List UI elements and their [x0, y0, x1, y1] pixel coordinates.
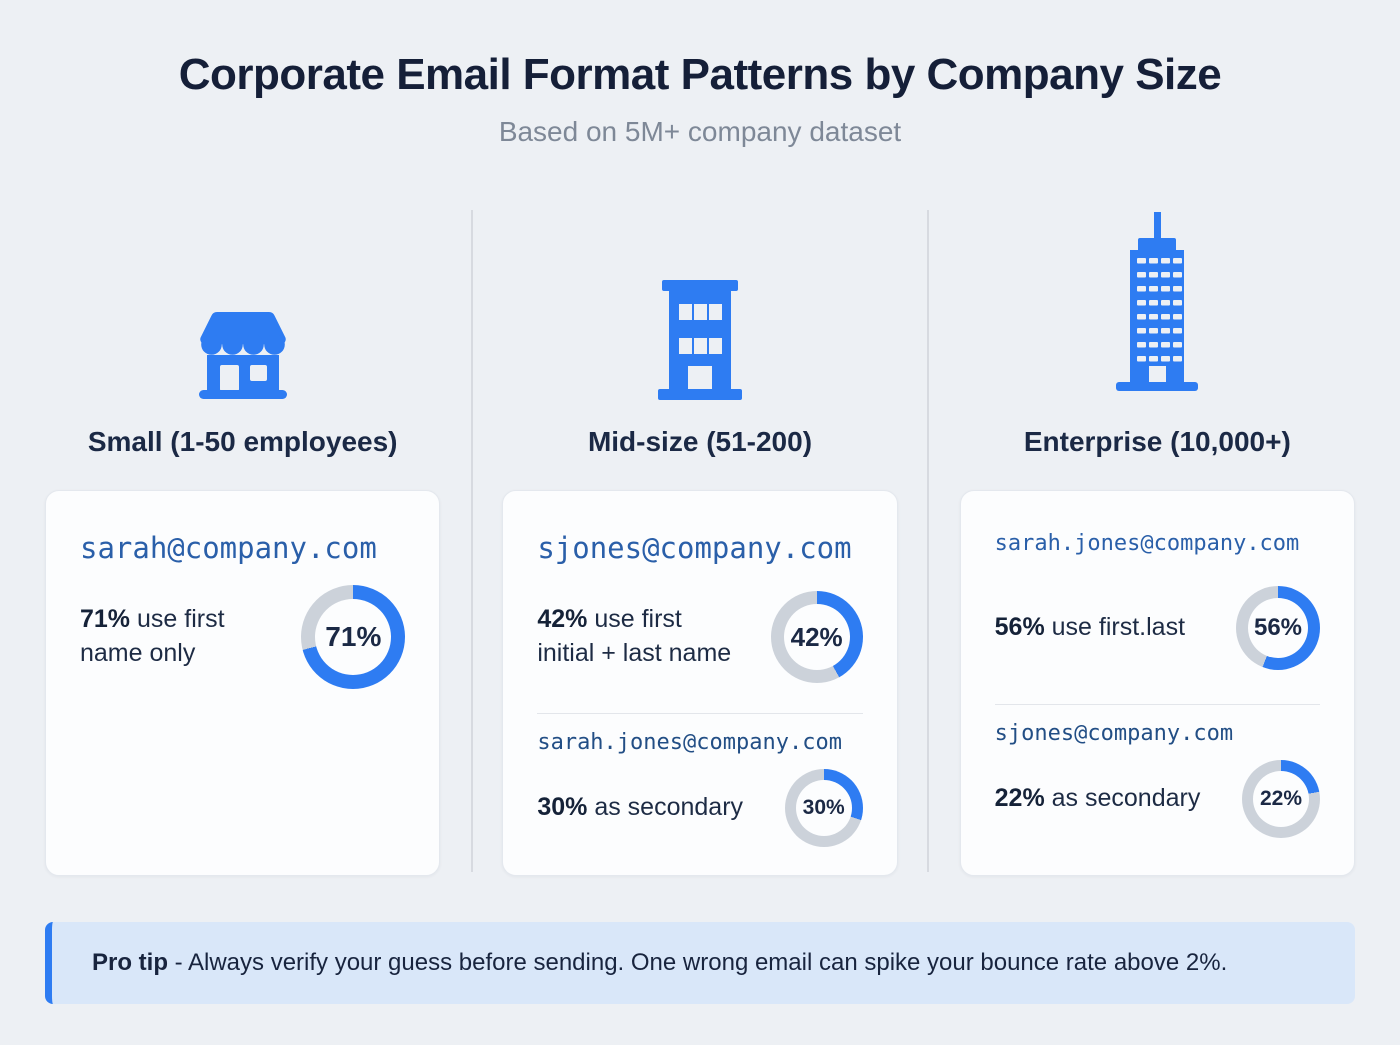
- donut-percent-label: 42%: [790, 621, 843, 652]
- primary-stat-text: 71% use first name only: [80, 605, 225, 667]
- donut-percent-label: 56%: [1253, 614, 1303, 641]
- pro-tip-banner: Pro tip - Always verify your guess befor…: [45, 922, 1355, 1004]
- page-subtitle: Based on 5M+ company dataset: [498, 116, 902, 147]
- column-heading: Small (1-50 employees): [87, 426, 398, 457]
- secondary-email: sarah.jones@company.com: [537, 730, 842, 755]
- donut-percent-label: 71%: [325, 621, 382, 652]
- header: Corporate Email Format Patterns by Compa…: [0, 0, 1400, 148]
- secondary-email: sjones@company.com: [994, 721, 1234, 746]
- primary-email: sarah@company.com: [80, 531, 377, 565]
- size-columns: Small (1-50 employees) sarah@company.com…: [45, 208, 1355, 876]
- primary-email: sjones@company.com: [537, 531, 852, 565]
- donut-percent-label: 22%: [1259, 787, 1303, 810]
- column-mid-size: Mid-size (51-200) sjones@company.com 42%…: [502, 208, 898, 876]
- email-format-card-mid-size: sjones@company.com 42% use first initial…: [502, 490, 898, 876]
- column-divider: [471, 210, 473, 872]
- primary-donut-chart: 56%: [1236, 586, 1320, 670]
- primary-stat-text: 42% use first initial + last name: [537, 605, 732, 667]
- column-enterprise: Enterprise (10,000+) sarah.jones@company…: [959, 208, 1355, 876]
- card-divider: [537, 713, 863, 714]
- primary-stat-text: 56% use first.last: [994, 613, 1186, 642]
- column-divider: [927, 210, 929, 872]
- secondary-stat-row: 30% as secondary 30%: [537, 769, 863, 847]
- secondary-donut-chart: 30%: [784, 769, 863, 847]
- column-heading: Mid-size (51-200): [587, 426, 813, 457]
- primary-stat-row: 56% use first.last 56%: [995, 572, 1320, 684]
- email-format-card-enterprise: sarah.jones@company.com 56% use first.la…: [959, 490, 1355, 876]
- page-title: Corporate Email Format Patterns by Compa…: [178, 50, 1222, 99]
- primary-stat-row: 42% use first initial + last name 42%: [537, 581, 863, 693]
- pro-tip-text: - Always verify your guess before sendin…: [168, 949, 1228, 976]
- secondary-donut-chart: 22%: [1242, 760, 1320, 838]
- column-heading: Enterprise (10,000+): [1023, 426, 1291, 457]
- store-icon: [45, 208, 440, 400]
- email-format-card-small: sarah@company.com 71% use first name onl…: [45, 490, 441, 876]
- card-divider: [994, 704, 1320, 705]
- skyscraper-icon: [960, 208, 1355, 400]
- pro-tip-label: Pro tip: [92, 949, 168, 976]
- office-building-icon: [502, 208, 897, 400]
- primary-stat-row: 71% use first name only 71%: [80, 581, 406, 693]
- secondary-stat-text: 22% as secondary: [994, 784, 1201, 813]
- primary-donut-chart: 71%: [301, 585, 406, 689]
- donut-percent-label: 30%: [802, 796, 845, 819]
- primary-donut-chart: 42%: [770, 591, 863, 683]
- column-small: Small (1-50 employees) sarah@company.com…: [45, 208, 441, 876]
- secondary-stat-text: 30% as secondary: [537, 793, 744, 822]
- primary-email: sarah.jones@company.com: [994, 531, 1300, 556]
- secondary-stat-row: 22% as secondary 22%: [995, 760, 1320, 838]
